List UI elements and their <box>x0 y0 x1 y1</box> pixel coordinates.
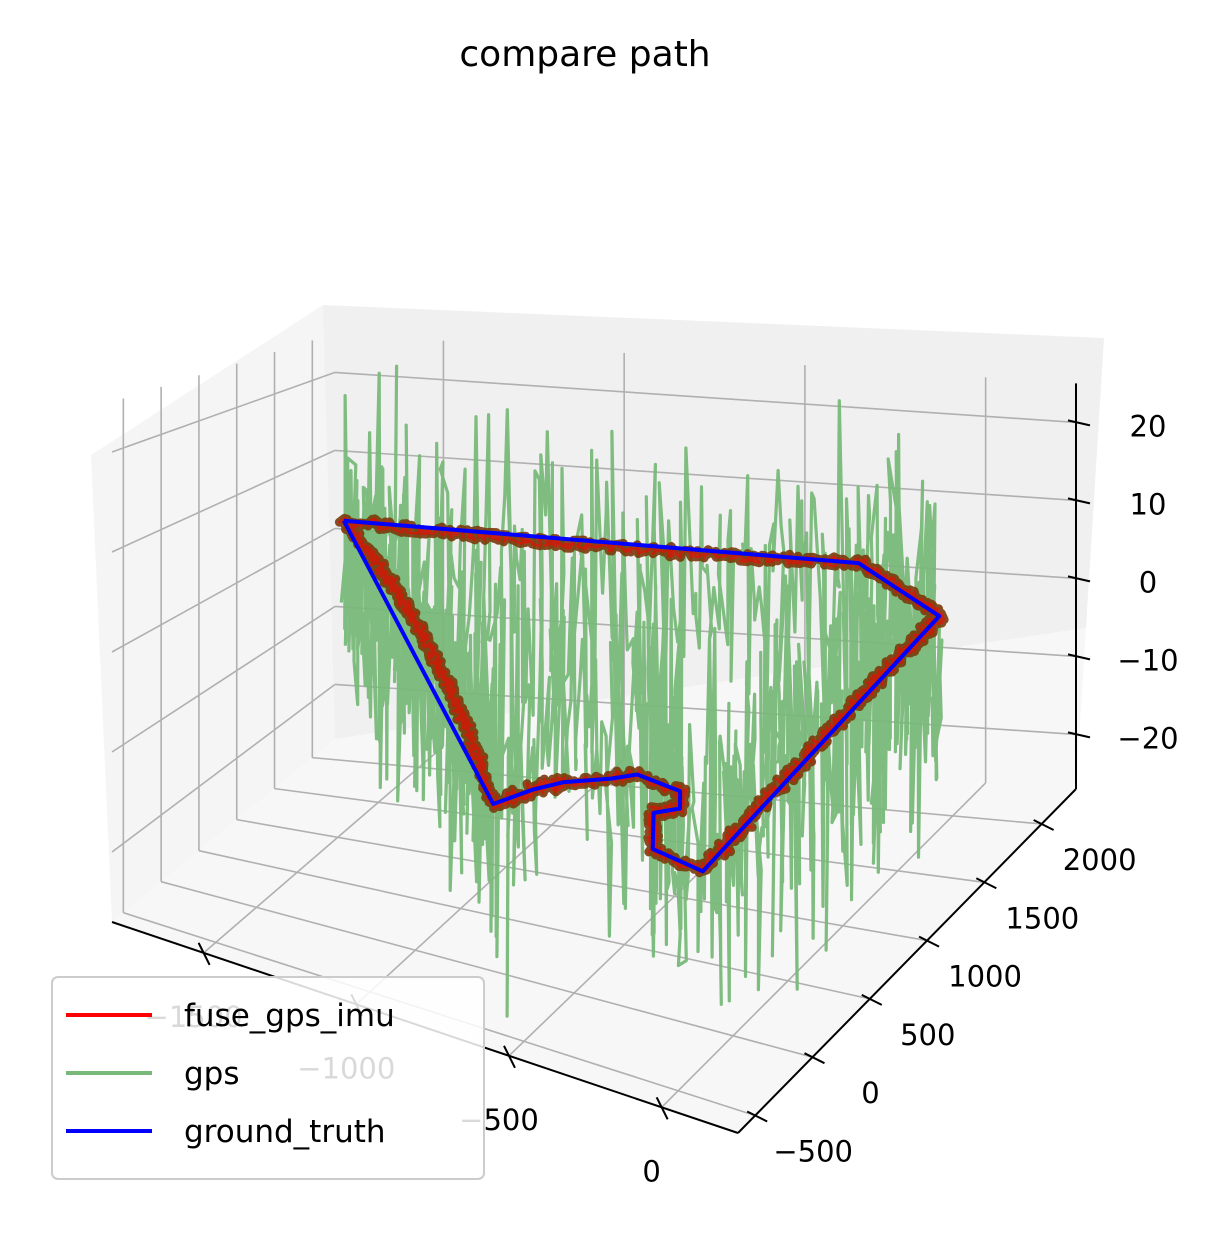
y-tick <box>975 877 997 890</box>
z-tick-label: 20 <box>1130 409 1167 443</box>
grid-line-z-left <box>111 605 336 753</box>
grid-line-z-left <box>111 449 336 553</box>
legend-item-fuse-gps-imu: fuse_gps_imu <box>66 998 395 1034</box>
legend-box <box>51 976 485 1180</box>
grid-line-z-left <box>111 683 336 853</box>
x-tick <box>655 1096 669 1120</box>
grid-line-x <box>203 745 444 954</box>
legend-item-gps: gps <box>66 1056 240 1092</box>
y-tick-label: 1000 <box>948 960 1022 994</box>
legend-label: ground_truth <box>184 1114 386 1150</box>
z-tick-label: 10 <box>1130 487 1167 521</box>
grid-line-z-left <box>111 527 336 653</box>
chart-title: compare path <box>459 34 710 75</box>
y-tick <box>746 1110 768 1123</box>
z-tick <box>1067 731 1091 739</box>
series-gps-path <box>339 364 944 1018</box>
y-tick-label: 2000 <box>1063 843 1137 877</box>
legend-label: gps <box>184 1056 240 1092</box>
z-tick <box>1067 497 1091 505</box>
grid-line-x <box>661 782 987 1108</box>
series-ground-truth-path <box>342 518 942 874</box>
y-tick-label: −500 <box>773 1135 853 1169</box>
y-tick <box>861 994 883 1006</box>
gps-line <box>339 364 944 1018</box>
z-tick <box>1067 419 1091 427</box>
legend-item-ground-truth: ground_truth <box>66 1114 386 1150</box>
z-tick <box>1067 575 1091 583</box>
y-tick <box>1033 819 1055 831</box>
y-tick <box>804 1052 825 1065</box>
y-tick-label: 500 <box>900 1018 955 1052</box>
z-tick-label: −20 <box>1117 721 1178 755</box>
grid-line-y <box>160 880 813 1058</box>
x-tick <box>503 1045 516 1069</box>
z-tick-label: 0 <box>1139 565 1157 599</box>
grid-line-y <box>274 787 985 884</box>
ground-truth-line <box>342 518 942 874</box>
x-tick <box>197 942 211 966</box>
grid-line-z-back <box>334 371 1077 424</box>
z-tick-label: −10 <box>1117 643 1178 677</box>
grid-line-z-back <box>334 449 1077 502</box>
x-tick-label: 0 <box>642 1154 660 1188</box>
y-tick-label: 0 <box>861 1076 879 1110</box>
y-tick-label: 1500 <box>1005 901 1079 935</box>
z-tick <box>1067 653 1091 661</box>
grid-line-z-left <box>111 371 336 453</box>
y-axis-line <box>737 788 1077 1134</box>
legend-label: fuse_gps_imu <box>184 998 395 1034</box>
y-tick <box>918 935 940 948</box>
